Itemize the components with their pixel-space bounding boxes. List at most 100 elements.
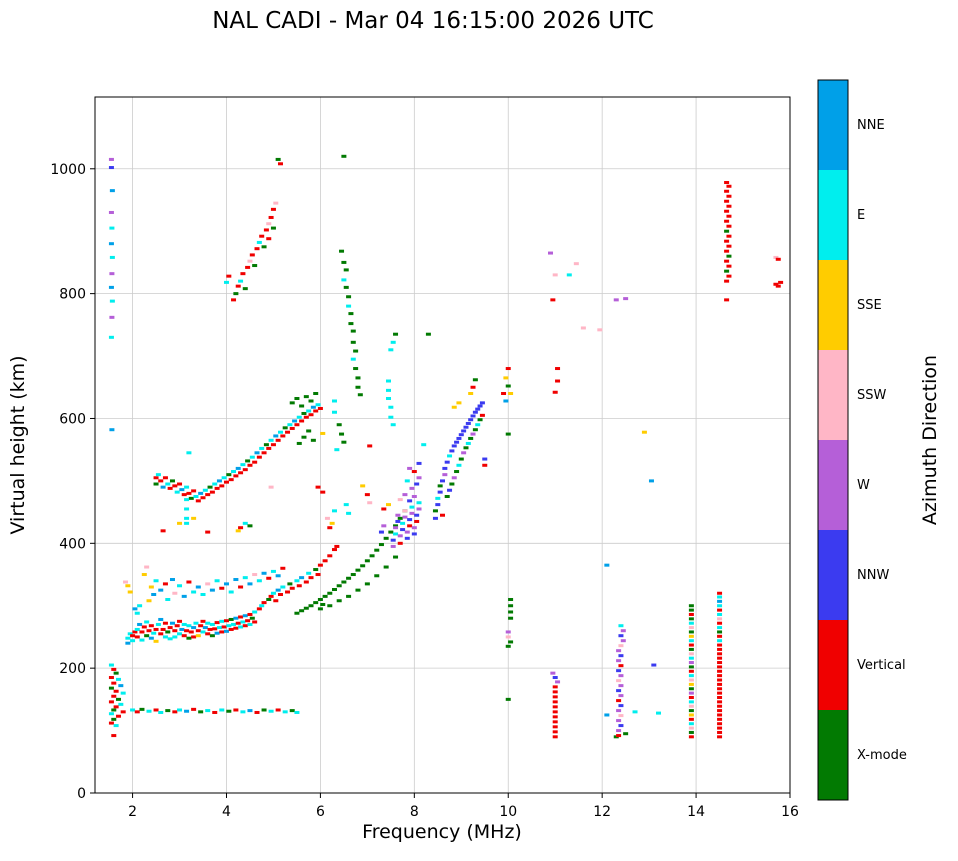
data-point: [477, 418, 483, 422]
data-point: [186, 491, 192, 495]
data-point: [724, 181, 730, 185]
x-tick-label: 14: [687, 804, 705, 820]
data-point: [209, 588, 215, 592]
data-point: [235, 284, 241, 288]
data-point: [275, 708, 281, 712]
colorbar-segment-NNE: [818, 80, 848, 170]
data-point: [320, 431, 326, 435]
data-point: [390, 340, 396, 344]
data-point: [355, 385, 361, 389]
data-point: [221, 476, 227, 480]
data-point: [108, 157, 114, 161]
data-point: [463, 425, 469, 429]
data-point: [688, 647, 694, 651]
data-point: [207, 627, 213, 631]
data-point: [552, 720, 558, 724]
data-point: [193, 621, 199, 625]
data-point: [411, 526, 417, 530]
data-point: [296, 441, 302, 445]
data-point: [289, 709, 295, 713]
data-point: [773, 282, 779, 286]
data-point: [223, 280, 229, 284]
data-point: [294, 710, 300, 714]
data-point: [108, 700, 114, 704]
data-point: [238, 526, 244, 530]
data-point: [618, 704, 624, 708]
data-point: [108, 663, 114, 667]
data-point: [202, 626, 208, 630]
data-point: [268, 709, 274, 713]
data-point: [247, 582, 253, 586]
data-point: [158, 617, 164, 621]
data-point: [282, 710, 288, 714]
data-point: [407, 499, 413, 503]
data-point: [343, 503, 349, 507]
data-point: [214, 621, 220, 625]
data-point: [181, 622, 187, 626]
data-point: [205, 709, 211, 713]
data-point: [172, 635, 178, 639]
data-point: [397, 534, 403, 538]
data-point: [508, 610, 514, 614]
data-point: [618, 694, 624, 698]
data-point: [566, 273, 572, 277]
data-point: [378, 543, 384, 547]
data-point: [775, 284, 781, 288]
data-point: [294, 396, 300, 400]
data-point: [623, 297, 629, 301]
data-point: [385, 503, 391, 507]
data-point: [618, 674, 624, 678]
data-point: [263, 443, 269, 447]
data-point: [177, 632, 183, 636]
data-point: [280, 585, 286, 589]
x-axis-label: Frequency (MHz): [362, 821, 522, 843]
data-point: [688, 695, 694, 699]
data-point: [223, 629, 229, 633]
data-point: [289, 401, 295, 405]
data-point: [717, 730, 723, 734]
data-point: [717, 687, 723, 691]
data-point: [160, 529, 166, 533]
data-point: [186, 636, 192, 640]
data-point: [270, 207, 276, 211]
data-point: [573, 262, 579, 266]
data-point: [390, 544, 396, 548]
data-point: [348, 322, 354, 326]
data-point: [688, 717, 694, 721]
y-tick-label: 800: [59, 287, 86, 303]
data-point: [463, 446, 469, 450]
data-point: [717, 621, 723, 625]
data-point: [717, 665, 723, 669]
data-point: [139, 707, 145, 711]
data-point: [198, 491, 204, 495]
data-point: [144, 620, 150, 624]
data-point: [259, 446, 265, 450]
data-point: [404, 536, 410, 540]
data-point: [548, 251, 554, 255]
data-point: [254, 710, 260, 714]
data-point: [308, 413, 314, 417]
data-point: [336, 584, 342, 588]
data-point: [470, 432, 476, 436]
data-point: [266, 597, 272, 601]
data-point: [717, 704, 723, 708]
data-point: [717, 700, 723, 704]
data-point: [385, 396, 391, 400]
data-point: [331, 588, 337, 592]
data-point: [348, 312, 354, 316]
data-point: [134, 710, 140, 714]
data-point: [329, 521, 335, 525]
data-point: [184, 498, 190, 502]
colorbar-segment-NNW: [818, 530, 848, 620]
data-point: [411, 494, 417, 498]
data-point: [202, 488, 208, 492]
data-point: [331, 548, 337, 552]
data-point: [440, 479, 445, 483]
data-point: [468, 392, 474, 396]
data-point: [393, 532, 399, 536]
data-point: [317, 607, 323, 611]
data-point: [442, 466, 448, 470]
data-point: [134, 627, 140, 631]
data-point: [346, 295, 352, 299]
data-point: [437, 490, 443, 494]
